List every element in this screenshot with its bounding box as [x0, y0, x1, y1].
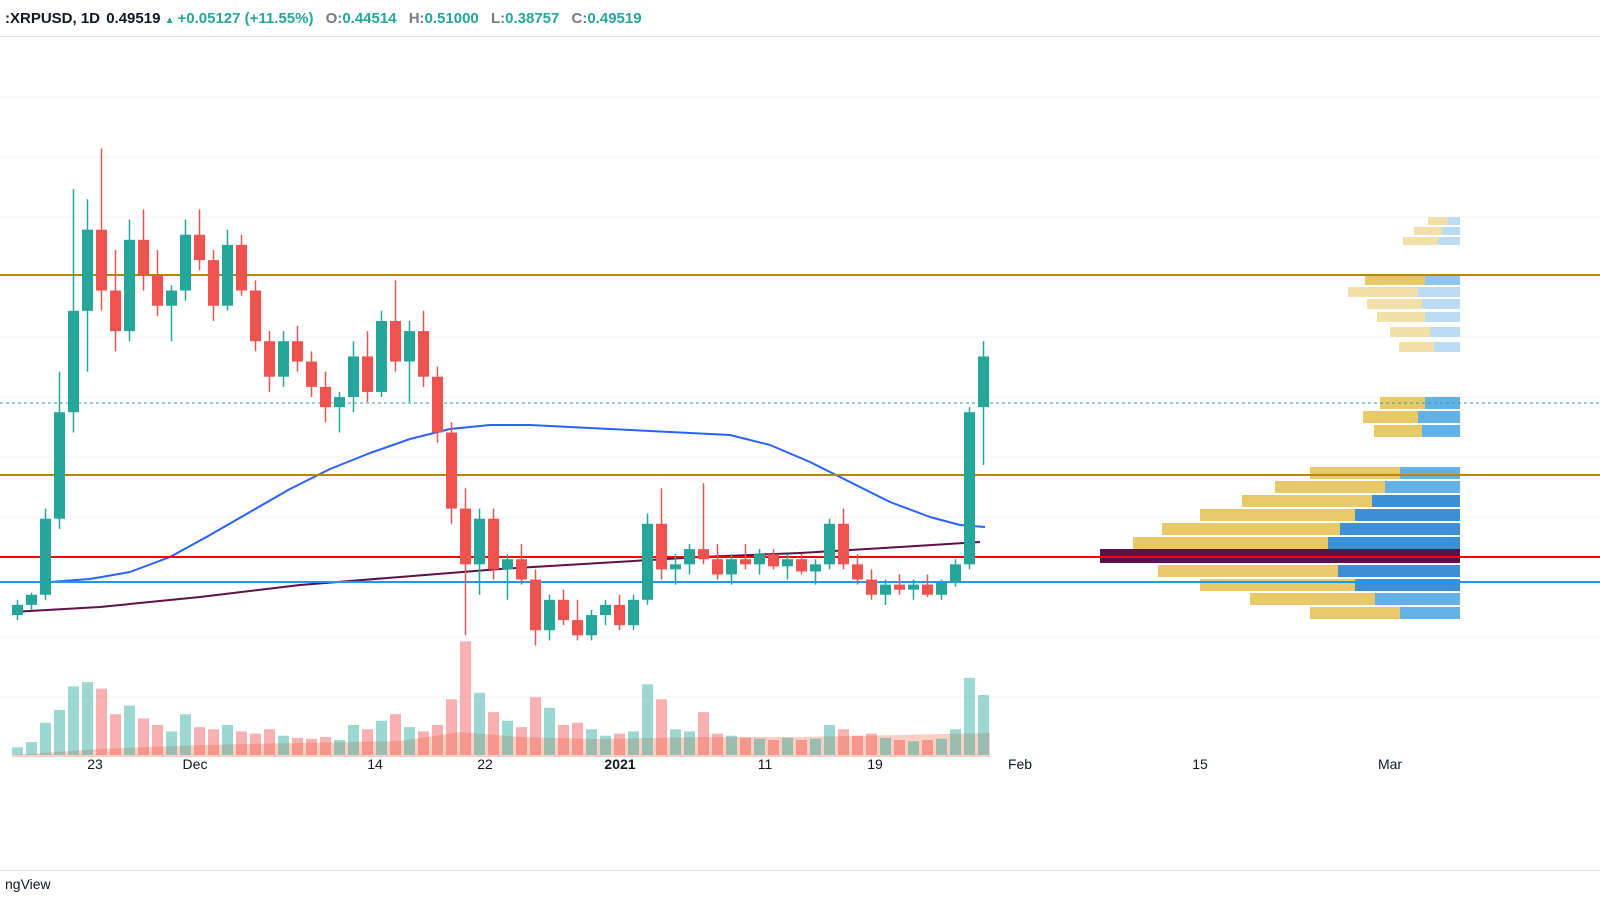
- last-price: 0.49519: [106, 10, 160, 27]
- low-value: 0.38757: [505, 10, 559, 27]
- x-tick: 22: [477, 756, 493, 772]
- price-chart[interactable]: [0, 36, 1600, 756]
- open-label: O:: [326, 10, 343, 27]
- close-value: 0.49519: [587, 10, 641, 27]
- open-value: 0.44514: [342, 10, 396, 27]
- x-tick: 11: [758, 756, 773, 772]
- symbol: :XRPUSD, 1D: [5, 10, 100, 27]
- x-tick: 23: [87, 756, 103, 772]
- high-value: 0.51000: [425, 10, 479, 27]
- x-tick: 19: [867, 756, 883, 772]
- x-tick: 14: [367, 756, 383, 772]
- x-tick: Mar: [1378, 756, 1402, 772]
- low-label: L:: [491, 10, 505, 27]
- x-axis: 23 Dec 14 22 2021 11 19 Feb 15 Mar: [0, 756, 1600, 786]
- x-tick: 2021: [604, 756, 635, 772]
- chart-header: :XRPUSD, 1D 0.49519 +0.05127 (+11.55%) O…: [5, 10, 642, 27]
- x-tick: Feb: [1008, 756, 1032, 772]
- x-tick: Dec: [183, 756, 208, 772]
- close-label: C:: [572, 10, 588, 27]
- watermark-text: ngView: [5, 876, 51, 892]
- footer-watermark: ngView: [0, 870, 1600, 900]
- x-tick: 15: [1192, 756, 1208, 772]
- change: +0.05127 (+11.55%): [165, 10, 314, 27]
- high-label: H:: [409, 10, 425, 27]
